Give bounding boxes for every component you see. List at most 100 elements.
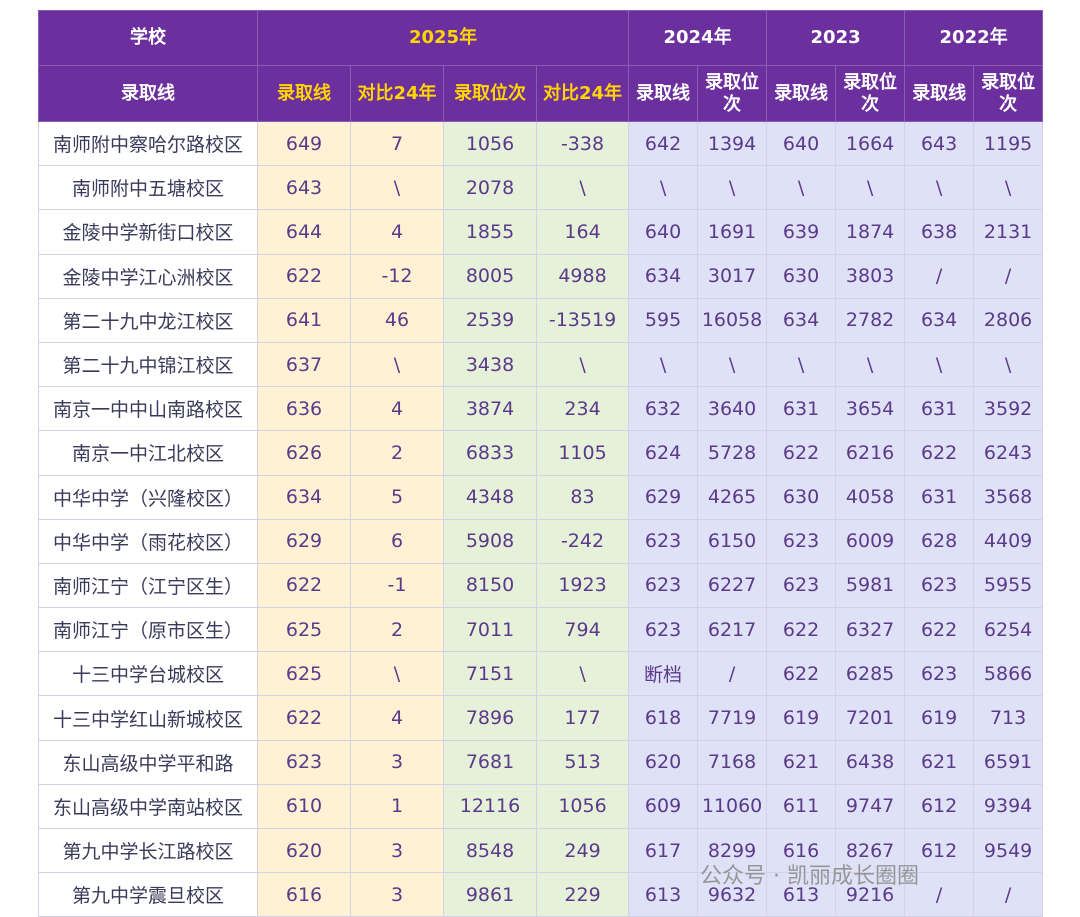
table-cell: 513 <box>535 739 630 785</box>
table-cell: -1 <box>350 562 444 609</box>
table-cell: 1195 <box>973 120 1044 167</box>
table-cell: 622 <box>766 607 837 653</box>
table-cell: 4 <box>350 209 444 255</box>
table-row: 十三中学台城校区 625 \ 7151 \ 断档/622 6285 623 5866 <box>38 651 1044 697</box>
table-row: 南京一中中山南路校区 636 4 3874 234 632 3640 631 3654 631 35… <box>38 386 1044 432</box>
table-cell: 234 <box>535 386 630 432</box>
table-cell: 6216 <box>835 430 906 476</box>
school-name: 南师江宁（原市区生） <box>38 607 258 653</box>
table-cell: 618 <box>628 695 699 741</box>
table-cell: 595 <box>628 297 699 343</box>
table-cell: 613 <box>766 872 837 917</box>
table-cell: 623 <box>628 518 699 564</box>
school-name: 南京一中江北校区 <box>38 430 258 476</box>
table-row: 第二十九中锦江校区 637 \ 3438 \ \ \ \ \ \ \ <box>38 341 1044 388</box>
header-year: 2022年 <box>904 10 1044 66</box>
table-cell: 12116 <box>443 783 537 830</box>
table-cell: 630 <box>766 474 837 520</box>
table-cell: 4 <box>350 386 444 432</box>
table-cell: 631 <box>904 386 975 432</box>
table-cell: 621 <box>904 739 975 785</box>
table-cell: 612 <box>904 827 975 874</box>
table-cell: \ <box>350 341 444 388</box>
table-cell: 1394 <box>697 120 768 167</box>
table-cell: 7681 <box>443 739 537 785</box>
table-cell: 7151 <box>443 651 537 697</box>
header-year: 2024年 <box>628 10 768 66</box>
table-cell: \ <box>535 651 630 697</box>
table-cell: 629 <box>257 518 351 564</box>
table-cell: 6438 <box>835 739 906 785</box>
school-name: 金陵中学新街口校区 <box>38 209 258 255</box>
school-name: 东山高级中学南站校区 <box>38 783 258 830</box>
subheader-cell: 录取位次 <box>697 65 768 122</box>
table-cell: 619 <box>766 695 837 741</box>
table-cell: 3017 <box>697 253 768 299</box>
table-row: 南师江宁（原市区生） 625 2 7011 794 623 6217 622 6327 622 62… <box>38 607 1044 653</box>
table-cell: 640 <box>766 120 837 167</box>
table-cell: 634 <box>628 253 699 299</box>
table-cell: 9394 <box>973 783 1044 830</box>
table-row: 南京一中江北校区 626 2 6833 1105 624 5728 622 6216 622 624… <box>38 430 1044 476</box>
table-cell: 2782 <box>835 297 906 343</box>
header-year: 2025年 <box>256 10 630 66</box>
table-cell: 1105 <box>535 430 630 476</box>
table-cell: 8150 <box>443 562 537 609</box>
table-cell: 6 <box>350 518 444 564</box>
table-cell: / <box>973 872 1044 917</box>
table-cell: 3874 <box>443 386 537 432</box>
table-cell: 644 <box>257 209 351 255</box>
table-cell: 6254 <box>973 607 1044 653</box>
table-cell: 625 <box>257 607 351 653</box>
subheader-cell: 录取位次 <box>973 65 1044 122</box>
table-cell: 6327 <box>835 607 906 653</box>
table-cell: 623 <box>904 562 975 609</box>
subheader-cell: 录取线 <box>257 65 351 122</box>
school-name: 中华中学（兴隆校区） <box>38 474 258 520</box>
table-cell: 11060 <box>697 783 768 830</box>
table-cell: \ <box>628 165 699 211</box>
table-cell: \ <box>535 341 630 388</box>
table-cell: 8267 <box>835 827 906 874</box>
table-cell: 8548 <box>443 827 537 874</box>
table-cell: 1056 <box>443 120 537 167</box>
table-row: 第二十九中龙江校区 641 46 2539 -13519 595 16058 634 2782 6… <box>38 297 1044 343</box>
table-cell: 649 <box>257 120 351 167</box>
table-cell: \ <box>766 165 837 211</box>
table-cell: 4265 <box>697 474 768 520</box>
table-cell: 3 <box>350 872 444 917</box>
subheader-cell: 录取线 <box>766 65 837 122</box>
table-cell: 断档 <box>628 651 699 697</box>
table-cell: 1056 <box>535 783 630 830</box>
table-cell: 229 <box>535 872 630 917</box>
score-table: 学校 2025年 2024年 2023 2022年 录取线 录取线 对比24年 录取位… <box>38 10 1044 917</box>
table-cell: 623 <box>628 562 699 609</box>
table-cell: 624 <box>628 430 699 476</box>
table-row: 南师附中察哈尔路校区 649 7 1056 -338 642 1394 640 1664 643 1… <box>38 120 1044 167</box>
table-cell: 7 <box>350 120 444 167</box>
table-cell: 621 <box>766 739 837 785</box>
table-cell: 2806 <box>973 297 1044 343</box>
table-cell: 4058 <box>835 474 906 520</box>
table-cell: 1855 <box>443 209 537 255</box>
table-cell: 3568 <box>973 474 1044 520</box>
table-cell: \ <box>904 341 975 388</box>
table-cell: 3 <box>350 739 444 785</box>
table-row: 东山高级中学平和路 623 3 7681 513 620 7168 621 6438 621 659… <box>38 739 1044 785</box>
table-cell: 5981 <box>835 562 906 609</box>
table-cell: 622 <box>766 430 837 476</box>
table-cell: 626 <box>257 430 351 476</box>
table-cell: \ <box>350 165 444 211</box>
table-cell: 5908 <box>443 518 537 564</box>
table-cell: 6227 <box>697 562 768 609</box>
table-cell: 249 <box>535 827 630 874</box>
table-cell: \ <box>835 341 906 388</box>
table-cell: 794 <box>535 607 630 653</box>
table-cell: 612 <box>904 783 975 830</box>
table-cell: 9861 <box>443 872 537 917</box>
table-cell: \ <box>628 341 699 388</box>
table-cell: 623 <box>257 739 351 785</box>
table-cell: 1664 <box>835 120 906 167</box>
table-cell: 622 <box>257 253 351 299</box>
table-cell: 617 <box>628 827 699 874</box>
